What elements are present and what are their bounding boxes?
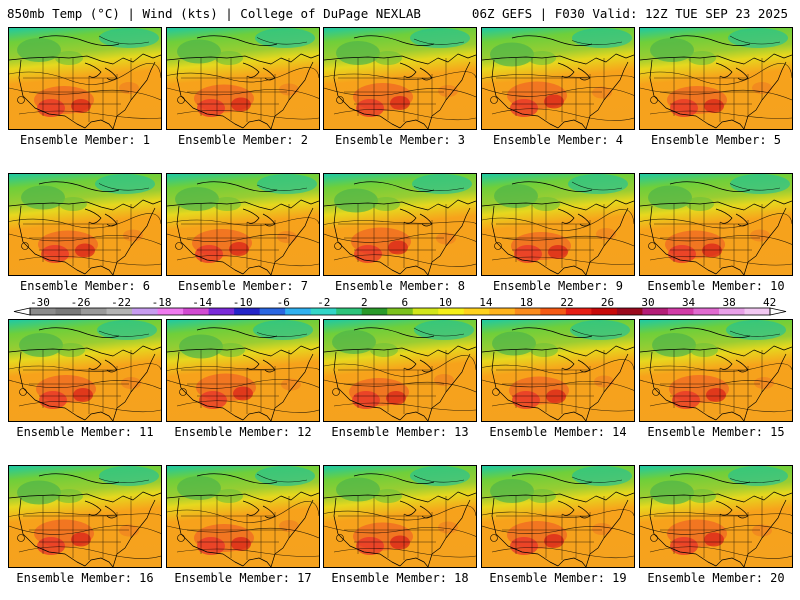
colorbar-swatch	[540, 308, 567, 315]
ensemble-member-label: Ensemble Member: 11	[16, 425, 154, 439]
ensemble-member-label: Ensemble Member: 16	[16, 571, 154, 585]
temperature-map	[166, 319, 320, 422]
colorbar-tick-label: 14	[479, 296, 493, 309]
colorbar-tick-label: -6	[276, 296, 290, 309]
colorbar-tick-label: 6	[401, 296, 409, 309]
ensemble-member-label: Ensemble Member: 12	[174, 425, 312, 439]
colorbar-tick-label: -14	[192, 296, 213, 309]
ensemble-member-label: Ensemble Member: 1	[19, 133, 151, 147]
ensemble-member-label: Ensemble Member: 6	[19, 279, 151, 293]
colorbar: -30 -26 -22 -18 -14 -10 -6 -2 2 6 10 14 18 22 26 30 34 38…	[0, 296, 800, 320]
ensemble-member-label: Ensemble Member: 4	[492, 133, 624, 147]
temperature-map	[166, 27, 320, 130]
colorbar-tick-label: 2	[360, 296, 368, 309]
ensemble-member-label: Ensemble Member: 17	[174, 571, 312, 585]
temperature-map	[8, 27, 162, 130]
colorbar-swatch	[591, 308, 618, 315]
ensemble-member-label: Ensemble Member: 20	[647, 571, 785, 585]
colorbar-tick-label: 34	[681, 296, 696, 309]
colorbar-swatch	[183, 308, 210, 315]
colorbar-swatch	[285, 308, 312, 315]
colorbar-swatch	[336, 308, 363, 315]
colorbar-swatch	[361, 308, 388, 315]
colorbar-swatch	[744, 308, 771, 315]
colorbar-swatch	[616, 308, 643, 315]
colorbar-tick-label: 18	[519, 296, 534, 309]
colorbar-tick-label: 22	[560, 296, 574, 309]
temperature-map	[166, 173, 320, 276]
colorbar-tick-label: 30	[641, 296, 655, 309]
colorbar-tick-label: 10	[438, 296, 452, 309]
temperature-map	[166, 465, 320, 568]
ensemble-member-label: Ensemble Member: 5	[650, 133, 782, 147]
ensemble-member-label: Ensemble Member: 2	[177, 133, 309, 147]
colorbar-tick-label: 42	[763, 296, 777, 309]
ensemble-member-label: Ensemble Member: 8	[334, 279, 466, 293]
colorbar-swatch	[81, 308, 108, 315]
colorbar-swatch	[489, 308, 516, 315]
colorbar-swatch	[565, 308, 592, 315]
colorbar-tick-label: 38	[722, 296, 736, 309]
header-title: 850mb Temp (°C) | Wind (kts) | College o…	[7, 6, 421, 21]
temperature-map	[481, 173, 635, 276]
colorbar-tick-label: -30	[30, 296, 50, 309]
colorbar-tick-label: -2	[317, 296, 331, 309]
colorbar-tick-label: -22	[111, 296, 131, 309]
ensemble-member-label: Ensemble Member: 13	[331, 425, 469, 439]
colorbar-swatch	[514, 308, 541, 315]
temperature-map	[481, 319, 635, 422]
temperature-map	[323, 27, 477, 130]
colorbar-swatch	[157, 308, 184, 315]
colorbar-swatch	[463, 308, 490, 315]
colorbar-swatch	[132, 308, 159, 315]
colorbar-left-arrow	[13, 307, 31, 316]
colorbar-swatch	[208, 308, 235, 315]
colorbar-swatch	[438, 308, 465, 315]
colorbar-graphic	[13, 307, 787, 316]
colorbar-swatch	[106, 308, 133, 315]
colorbar-swatch	[234, 308, 261, 315]
colorbar-swatch	[667, 308, 694, 315]
temperature-map	[639, 173, 793, 276]
colorbar-swatch	[310, 308, 337, 315]
colorbar-swatch	[642, 308, 669, 315]
colorbar-swatch	[693, 308, 720, 315]
colorbar-tick-label: 26	[600, 296, 615, 309]
temperature-map	[323, 465, 477, 568]
temperature-map	[323, 173, 477, 276]
ensemble-member-label: Ensemble Member: 18	[331, 571, 469, 585]
temperature-map	[639, 27, 793, 130]
colorbar-swatch	[30, 308, 57, 315]
temperature-map	[639, 465, 793, 568]
ensemble-member-label: Ensemble Member: 7	[177, 279, 309, 293]
ensemble-member-label: Ensemble Member: 19	[489, 571, 627, 585]
ensemble-member-label: Ensemble Member: 9	[492, 279, 624, 293]
temperature-map	[481, 27, 635, 130]
colorbar-tick-label: -10	[232, 296, 253, 309]
temperature-map	[8, 173, 162, 276]
colorbar-tick-label: -18	[151, 296, 172, 309]
temperature-map	[8, 319, 162, 422]
ensemble-member-label: Ensemble Member: 3	[334, 133, 466, 147]
ensemble-member-label: Ensemble Member: 10	[647, 279, 785, 293]
temperature-map	[481, 465, 635, 568]
temperature-map	[323, 319, 477, 422]
colorbar-swatch	[718, 308, 745, 315]
colorbar-swatch	[387, 308, 414, 315]
colorbar-tick-label: -26	[70, 296, 91, 309]
temperature-map	[8, 465, 162, 568]
ensemble-member-label: Ensemble Member: 15	[647, 425, 785, 439]
colorbar-right-arrow	[769, 307, 787, 316]
colorbar-swatch	[412, 308, 439, 315]
colorbar-swatch	[259, 308, 286, 315]
header-run-info: 06Z GEFS | F030 Valid: 12Z TUE SEP 23 20…	[471, 6, 788, 21]
ensemble-member-label: Ensemble Member: 14	[489, 425, 627, 439]
temperature-map	[639, 319, 793, 422]
colorbar-swatch	[55, 308, 82, 315]
